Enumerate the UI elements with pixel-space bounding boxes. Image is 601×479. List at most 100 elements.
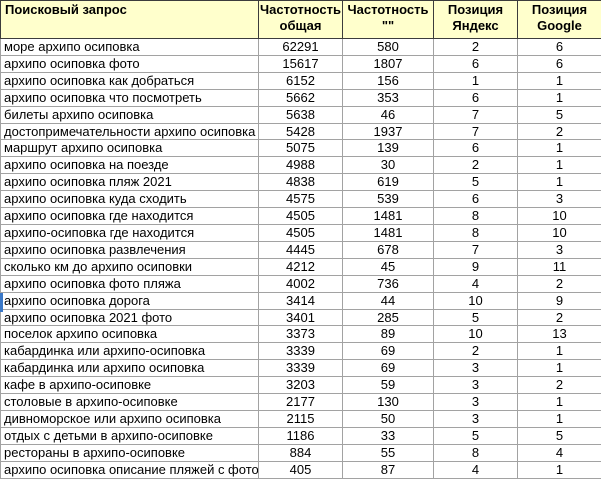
cell-query[interactable]: архипо осиповка дорога [1, 292, 259, 309]
cell-pos-yandex[interactable]: 2 [434, 343, 518, 360]
cell-pos-google[interactable]: 1 [518, 461, 601, 478]
cell-pos-yandex[interactable]: 7 [434, 106, 518, 123]
cell-pos-google[interactable]: 5 [518, 106, 601, 123]
cell-pos-yandex[interactable]: 10 [434, 326, 518, 343]
cell-query[interactable]: архипо осиповка на поезде [1, 157, 259, 174]
cell-freq-total[interactable]: 405 [259, 461, 343, 478]
cell-pos-yandex[interactable]: 4 [434, 275, 518, 292]
cell-query[interactable]: столовые в архипо-осиповке [1, 394, 259, 411]
cell-freq-total[interactable]: 2115 [259, 410, 343, 427]
cell-query[interactable]: архипо осиповка где находится [1, 208, 259, 225]
cell-freq-exact[interactable]: 139 [343, 140, 434, 157]
cell-freq-total[interactable]: 5638 [259, 106, 343, 123]
cell-pos-google[interactable]: 6 [518, 55, 601, 72]
cell-freq-exact[interactable]: 1481 [343, 224, 434, 241]
cell-pos-google[interactable]: 2 [518, 123, 601, 140]
cell-pos-yandex[interactable]: 1 [434, 72, 518, 89]
cell-pos-google[interactable]: 2 [518, 275, 601, 292]
cell-query[interactable]: архипо осиповка куда сходить [1, 191, 259, 208]
cell-pos-yandex[interactable]: 3 [434, 394, 518, 411]
cell-pos-google[interactable]: 1 [518, 410, 601, 427]
cell-query[interactable]: архипо осиповка что посмотреть [1, 89, 259, 106]
cell-pos-yandex[interactable]: 2 [434, 39, 518, 56]
cell-query[interactable]: архипо осиповка пляж 2021 [1, 174, 259, 191]
cell-pos-yandex[interactable]: 8 [434, 444, 518, 461]
cell-pos-yandex[interactable]: 3 [434, 410, 518, 427]
cell-query[interactable]: поселок архипо осиповка [1, 326, 259, 343]
cell-pos-google[interactable]: 1 [518, 174, 601, 191]
cell-freq-exact[interactable]: 285 [343, 309, 434, 326]
cell-freq-exact[interactable]: 736 [343, 275, 434, 292]
cell-freq-total[interactable]: 4002 [259, 275, 343, 292]
cell-freq-total[interactable]: 6152 [259, 72, 343, 89]
cell-freq-exact[interactable]: 678 [343, 241, 434, 258]
cell-freq-exact[interactable]: 156 [343, 72, 434, 89]
cell-query[interactable]: архипо осиповка развлечения [1, 241, 259, 258]
cell-pos-yandex[interactable]: 8 [434, 224, 518, 241]
cell-query[interactable]: маршрут архипо осиповка [1, 140, 259, 157]
cell-freq-exact[interactable]: 353 [343, 89, 434, 106]
cell-pos-yandex[interactable]: 5 [434, 174, 518, 191]
cell-query[interactable]: архипо-осиповка где находится [1, 224, 259, 241]
cell-pos-yandex[interactable]: 2 [434, 157, 518, 174]
cell-freq-exact[interactable]: 1481 [343, 208, 434, 225]
cell-freq-exact[interactable]: 619 [343, 174, 434, 191]
cell-query[interactable]: билеты архипо осиповка [1, 106, 259, 123]
cell-freq-total[interactable]: 4988 [259, 157, 343, 174]
cell-freq-exact[interactable]: 1937 [343, 123, 434, 140]
cell-query[interactable]: архипо осиповка как добраться [1, 72, 259, 89]
cell-pos-google[interactable]: 6 [518, 39, 601, 56]
cell-freq-total[interactable]: 1186 [259, 427, 343, 444]
cell-query[interactable]: архипо осиповка фото [1, 55, 259, 72]
cell-freq-total[interactable]: 3339 [259, 360, 343, 377]
cell-freq-exact[interactable]: 55 [343, 444, 434, 461]
col-header-pos-google[interactable]: Позиция Google [518, 1, 601, 39]
cell-freq-exact[interactable]: 89 [343, 326, 434, 343]
cell-query[interactable]: архипо осиповка фото пляжа [1, 275, 259, 292]
cell-freq-exact[interactable]: 1807 [343, 55, 434, 72]
cell-pos-google[interactable]: 1 [518, 72, 601, 89]
cell-pos-yandex[interactable]: 5 [434, 427, 518, 444]
cell-freq-total[interactable]: 4838 [259, 174, 343, 191]
cell-pos-yandex[interactable]: 4 [434, 461, 518, 478]
cell-pos-google[interactable]: 10 [518, 208, 601, 225]
cell-pos-google[interactable]: 1 [518, 360, 601, 377]
cell-query[interactable]: кабардинка или архипо осиповка [1, 360, 259, 377]
col-header-freq-exact[interactable]: Частотность "" [343, 1, 434, 39]
cell-freq-exact[interactable]: 44 [343, 292, 434, 309]
cell-pos-google[interactable]: 3 [518, 191, 601, 208]
cell-pos-google[interactable]: 10 [518, 224, 601, 241]
cell-freq-exact[interactable]: 580 [343, 39, 434, 56]
cell-query[interactable]: кабардинка или архипо-осиповка [1, 343, 259, 360]
cell-pos-google[interactable]: 13 [518, 326, 601, 343]
cell-freq-exact[interactable]: 50 [343, 410, 434, 427]
cell-pos-google[interactable]: 1 [518, 140, 601, 157]
cell-freq-exact[interactable]: 59 [343, 377, 434, 394]
cell-pos-google[interactable]: 9 [518, 292, 601, 309]
cell-freq-total[interactable]: 4212 [259, 258, 343, 275]
cell-freq-total[interactable]: 4575 [259, 191, 343, 208]
cell-pos-google[interactable]: 1 [518, 343, 601, 360]
cell-pos-yandex[interactable]: 10 [434, 292, 518, 309]
cell-query[interactable]: дивноморское или архипо осиповка [1, 410, 259, 427]
cell-freq-total[interactable]: 3339 [259, 343, 343, 360]
cell-freq-exact[interactable]: 69 [343, 343, 434, 360]
cell-pos-google[interactable]: 1 [518, 394, 601, 411]
cell-query[interactable]: архипо осиповка описание пляжей с фото [1, 461, 259, 478]
cell-pos-yandex[interactable]: 5 [434, 309, 518, 326]
col-header-query[interactable]: Поисковый запрос [1, 1, 259, 39]
cell-pos-google[interactable]: 4 [518, 444, 601, 461]
cell-freq-total[interactable]: 15617 [259, 55, 343, 72]
cell-query[interactable]: отдых с детьми в архипо-осиповке [1, 427, 259, 444]
cell-pos-google[interactable]: 1 [518, 157, 601, 174]
cell-pos-google[interactable]: 1 [518, 89, 601, 106]
cell-freq-exact[interactable]: 539 [343, 191, 434, 208]
cell-freq-total[interactable]: 5075 [259, 140, 343, 157]
cell-freq-total[interactable]: 3373 [259, 326, 343, 343]
cell-pos-yandex[interactable]: 6 [434, 140, 518, 157]
cell-freq-total[interactable]: 5428 [259, 123, 343, 140]
cell-freq-exact[interactable]: 33 [343, 427, 434, 444]
cell-pos-yandex[interactable]: 3 [434, 360, 518, 377]
cell-pos-google[interactable]: 5 [518, 427, 601, 444]
cell-pos-google[interactable]: 2 [518, 309, 601, 326]
